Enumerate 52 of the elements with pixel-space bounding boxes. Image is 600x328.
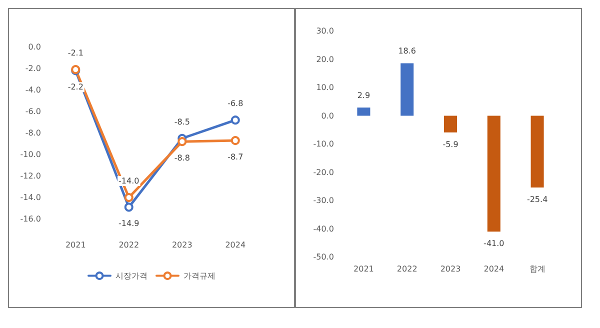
x-tick-label: 2022 <box>118 240 140 250</box>
y-tick-label: 0.0 <box>321 111 334 120</box>
y-tick-label: 20.0 <box>316 54 334 64</box>
legend-label: 시장가격 <box>116 271 148 280</box>
y-tick-label: -40.0 <box>313 224 334 234</box>
x-tick-label: 2021 <box>65 240 86 250</box>
y-tick-label: -2.0 <box>25 64 41 73</box>
point <box>230 136 240 146</box>
data-label: -14.9 <box>118 219 140 228</box>
legend-label: 가격규제 <box>184 271 216 280</box>
data-label: -2.1 <box>68 48 84 58</box>
x-tick-label: 2024 <box>225 240 246 250</box>
y-tick-label: 10.0 <box>316 83 334 92</box>
data-label: -8.7 <box>228 152 244 162</box>
y-tick-label: -6.0 <box>25 107 41 116</box>
point <box>178 137 187 146</box>
y-tick-label: -12.0 <box>20 172 41 180</box>
data-label: -6.8 <box>228 99 244 108</box>
data-label: -14.0 <box>118 176 140 186</box>
point <box>230 116 240 125</box>
data-label: -8.5 <box>174 117 190 126</box>
data-label: 18.6 <box>398 46 416 56</box>
data-label: -41.0 <box>484 239 504 248</box>
y-tick-label: -14.0 <box>20 193 41 202</box>
y-tick-label: 30.0 <box>316 26 334 36</box>
x-tick-label: 합계 <box>529 264 546 274</box>
bar <box>530 116 544 188</box>
bar <box>357 108 370 116</box>
point <box>124 202 134 212</box>
y-tick-label: 0.0 <box>28 42 41 52</box>
data-label: 2.9 <box>357 91 370 100</box>
bar <box>487 116 500 232</box>
y-tick-label: -4.0 <box>25 86 41 94</box>
data-label: -25.4 <box>526 195 548 204</box>
data-label: -5.9 <box>442 140 458 149</box>
data-label: -8.8 <box>174 154 190 163</box>
bar <box>444 116 458 132</box>
y-tick-label: -20.0 <box>313 168 334 177</box>
x-tick-label: 2023 <box>440 264 461 274</box>
bar <box>400 63 414 116</box>
y-tick-label: -30.0 <box>313 196 334 205</box>
y-tick-label: -8.0 <box>25 128 41 138</box>
point <box>124 193 134 202</box>
x-tick-label: 2023 <box>172 240 192 250</box>
y-tick-label: -10.0 <box>313 140 334 148</box>
x-tick-label: 2021 <box>354 264 374 274</box>
y-tick-label: -16.0 <box>20 214 41 224</box>
y-tick-label: -10.0 <box>20 150 41 159</box>
data-label: -2.2 <box>68 82 84 92</box>
x-tick-label: 2022 <box>396 264 418 274</box>
x-tick-label: 2024 <box>484 264 504 274</box>
y-tick-label: -50.0 <box>313 252 334 262</box>
